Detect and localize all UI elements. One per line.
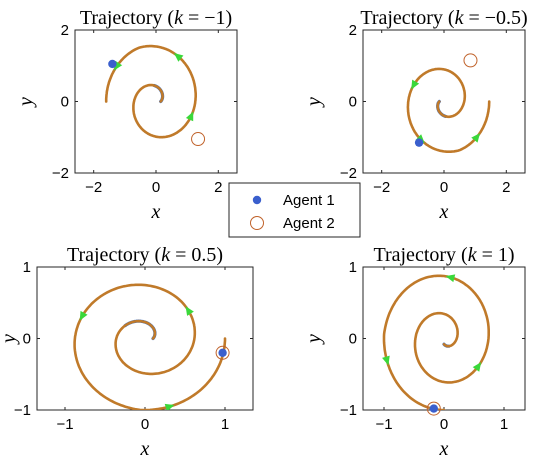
x-tick-label: 0 bbox=[152, 179, 160, 196]
direction-arrow bbox=[185, 111, 194, 122]
plot-area bbox=[74, 29, 238, 174]
x-tick-label: 0 bbox=[440, 179, 448, 196]
agent-2-trajectory bbox=[73, 283, 227, 410]
agent-2-trajectory bbox=[406, 67, 491, 153]
agent-2-trajectory bbox=[104, 44, 197, 139]
y-tick-label: −2 bbox=[52, 165, 69, 182]
y-tick-label: 2 bbox=[61, 22, 69, 39]
legend-box bbox=[228, 182, 361, 238]
legend-label: Agent 2 bbox=[283, 215, 335, 232]
y-axis-label: y bbox=[15, 97, 37, 108]
agent-2-marker bbox=[463, 53, 478, 68]
x-tick-label: 1 bbox=[221, 416, 229, 433]
agent-1-marker bbox=[414, 138, 424, 147]
agent-1-marker bbox=[429, 404, 438, 413]
agent-2-marker bbox=[191, 132, 206, 147]
x-tick-label: 0 bbox=[440, 416, 448, 433]
x-tick-label: 2 bbox=[502, 179, 510, 196]
y-tick-label: 1 bbox=[23, 259, 31, 276]
panel-k-1: −2 0 2 −2 0 2 Trajectory (k = −1) x y bbox=[15, 7, 238, 223]
x-tick-label: −2 bbox=[85, 179, 102, 196]
legend: Agent 1 Agent 2 bbox=[228, 182, 361, 238]
agent-2-marker bbox=[426, 401, 441, 416]
x-tick-label: −1 bbox=[375, 416, 392, 433]
direction-arrow bbox=[382, 355, 390, 366]
panel-k1: −1 0 1 −1 0 1 Trajectory (k = 1) x y bbox=[303, 244, 526, 460]
x-tick-label: 0 bbox=[141, 416, 149, 433]
x-axis-label: x bbox=[151, 201, 161, 223]
direction-arrow bbox=[173, 52, 184, 62]
x-axis-label: x bbox=[439, 201, 449, 223]
y-tick-label: −1 bbox=[340, 402, 357, 419]
y-tick-label: 0 bbox=[23, 331, 31, 348]
agent-1-marker bbox=[218, 348, 227, 357]
y-tick-label: 2 bbox=[349, 22, 357, 39]
x-axis-label: x bbox=[439, 438, 449, 460]
y-tick-label: 0 bbox=[349, 331, 357, 348]
panel-title: Trajectory (k = 1) bbox=[373, 244, 514, 266]
direction-arrow bbox=[79, 310, 88, 321]
plot-area bbox=[362, 266, 526, 411]
legend-marker-agent-2 bbox=[250, 216, 264, 230]
panel-title: Trajectory (k = 0.5) bbox=[67, 244, 223, 266]
x-tick-label: −2 bbox=[373, 179, 390, 196]
panel-k0.5: −1 0 1 −1 0 1 Trajectory (k = 0.5) x y bbox=[0, 244, 254, 460]
y-tick-label: −2 bbox=[340, 165, 357, 182]
y-axis-label: y bbox=[0, 334, 20, 345]
x-tick-label: 1 bbox=[500, 416, 508, 433]
x-tick-label: −1 bbox=[56, 416, 73, 433]
y-tick-label: 0 bbox=[349, 94, 357, 111]
direction-arrow bbox=[185, 306, 194, 316]
panel-title: Trajectory (k = −1) bbox=[80, 7, 232, 29]
agent-2-trajectory bbox=[382, 274, 490, 410]
y-tick-label: 0 bbox=[61, 94, 69, 111]
panel-title: Trajectory (k = −0.5) bbox=[360, 7, 527, 29]
y-axis-label: y bbox=[303, 97, 325, 108]
legend-label: Agent 1 bbox=[283, 192, 335, 209]
x-axis-label: x bbox=[140, 438, 150, 460]
x-tick-label: 2 bbox=[214, 179, 222, 196]
y-tick-label: −1 bbox=[14, 402, 31, 419]
y-axis-label: y bbox=[303, 334, 325, 345]
direction-arrow bbox=[411, 79, 420, 90]
y-tick-label: 1 bbox=[349, 259, 357, 276]
direction-arrow bbox=[164, 403, 175, 410]
legend-marker-agent-1 bbox=[252, 195, 262, 205]
direction-arrow bbox=[445, 274, 456, 283]
plot-area bbox=[36, 266, 254, 411]
agent-2-marker bbox=[215, 345, 230, 360]
agent-1-marker bbox=[108, 59, 117, 69]
direction-arrow bbox=[471, 133, 481, 143]
direction-arrow bbox=[472, 362, 482, 372]
